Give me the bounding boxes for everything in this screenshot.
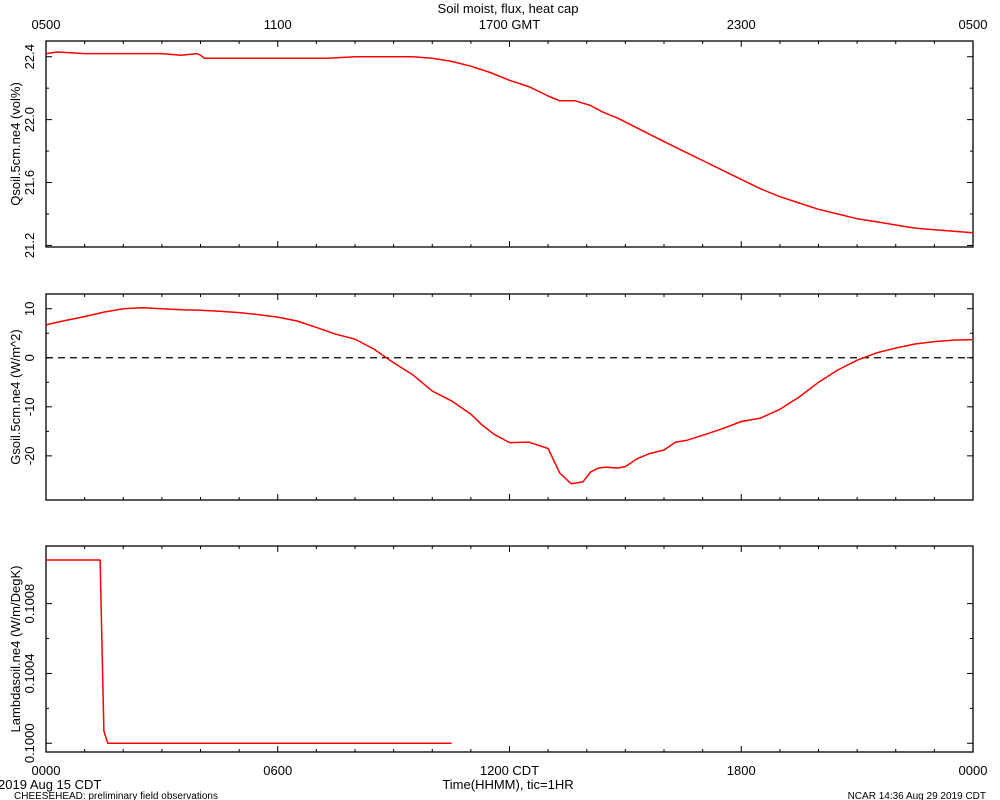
y-tick-label: 0.1000 (22, 723, 37, 763)
y-tick-label: 21.2 (22, 233, 37, 258)
panel-2-frame (45, 293, 974, 501)
y-tick-label: -10 (22, 397, 37, 416)
bottom-axis-tick-label: 1800 (727, 763, 756, 778)
y-tick-label: 0.1008 (22, 584, 37, 624)
series-line (45, 51, 974, 234)
y-axis-label: Gsoil.5cm.ne4 (W/m^2) (8, 329, 23, 464)
footer-left: CHEESEHEAD: preliminary field observatio… (14, 791, 218, 800)
y-tick-label: 10 (22, 301, 37, 315)
date-label: 2019 Aug 15 CDT (0, 777, 101, 792)
y-tick-label: 21.6 (22, 170, 37, 195)
footer-right: NCAR 14:36 Aug 29 2019 CDT (848, 791, 986, 800)
top-axis-tick-label: 1700 GMT (479, 17, 540, 32)
panel-3-frame (45, 545, 974, 753)
top-axis-tick-label: 0500 (959, 17, 988, 32)
panel-1-frame (45, 40, 974, 248)
top-axis-tick-label: 2300 (727, 17, 756, 32)
bottom-axis-tick-label: 1200 CDT (480, 763, 539, 778)
top-axis-tick-label: 0500 (32, 17, 61, 32)
bottom-axis-tick-label: 0000 (32, 763, 61, 778)
y-axis-label: Lambdasoil.ne4 (W/m/DegK) (8, 566, 23, 733)
bottom-axis-tick-label: 0600 (263, 763, 292, 778)
series-line (45, 306, 974, 485)
y-tick-label: 22.4 (22, 44, 37, 69)
top-axis-tick-label: 1100 (264, 17, 292, 32)
y-tick-label: -20 (22, 446, 37, 465)
chart-title: Soil moist, flux, heat cap (438, 1, 579, 16)
y-tick-label: 0 (22, 354, 37, 361)
series-line (46, 559, 452, 745)
y-tick-label: 22.0 (22, 107, 37, 132)
y-axis-label: Qsoil.5cm.ne4 (vol%) (8, 82, 23, 206)
bottom-axis-tick-label: 0000 (959, 763, 988, 778)
y-tick-label: 0.1004 (22, 654, 37, 694)
x-axis-label: Time(HHMM), tic=1HR (442, 777, 573, 792)
